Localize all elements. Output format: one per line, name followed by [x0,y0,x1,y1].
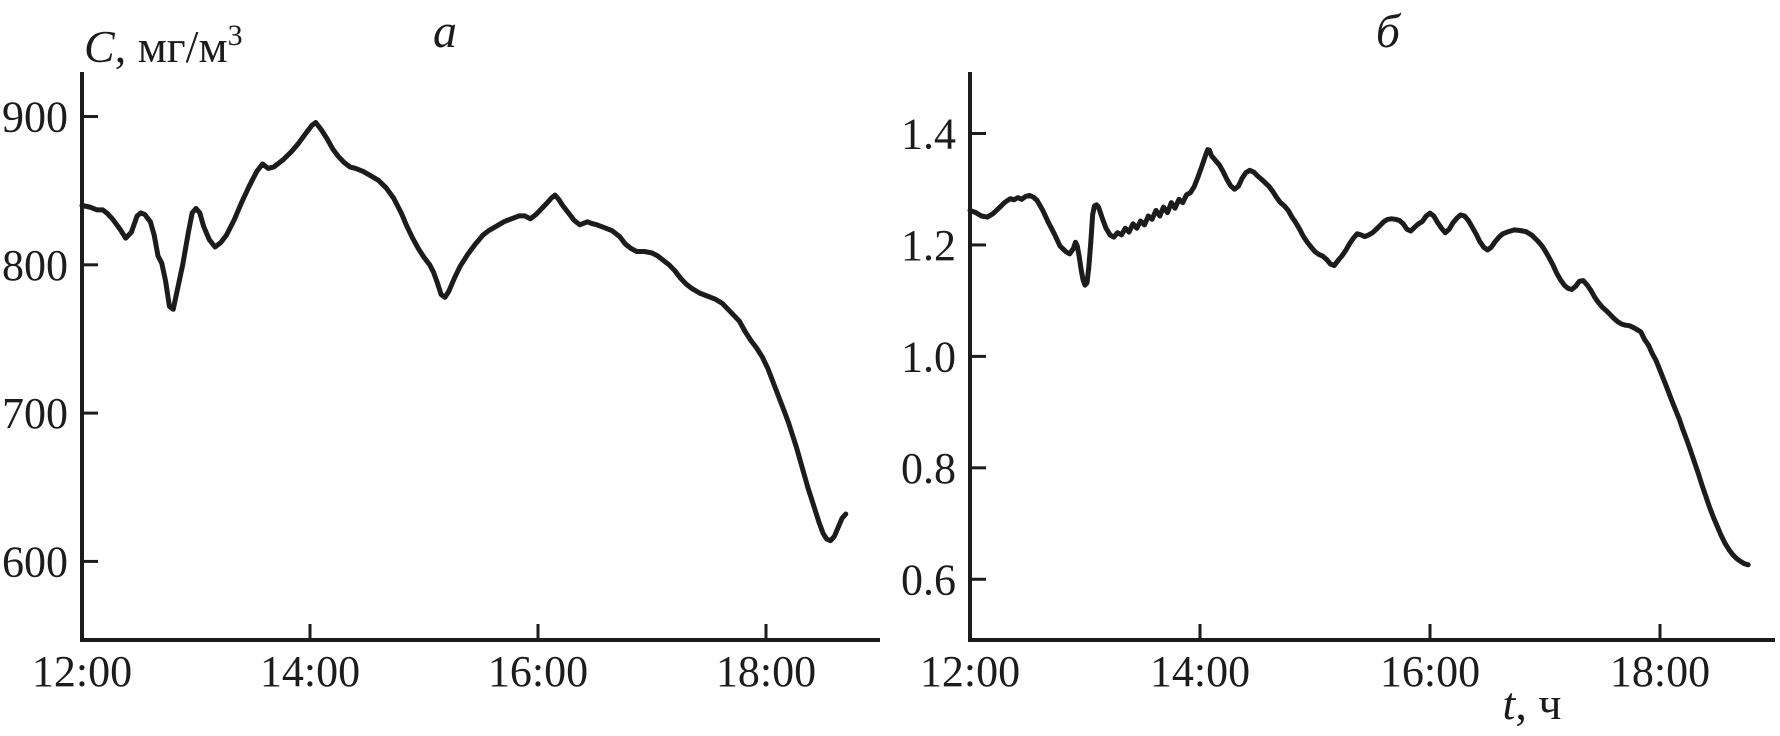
panel-b: 0.6 0.8 1.0 1.2 1.4 12:00 14:00 16:00 18:00 б t,… [901,5,1775,729]
series-line-b [967,147,1751,568]
panel-b-ticks [968,132,1662,640]
x-axis-label: t, ч [1503,678,1562,729]
x-tick-label: 12:00 [32,647,132,696]
y-tick-label: 900 [2,93,68,142]
y-tick-label: 0.8 [901,444,956,493]
x-tick-label: 18:00 [1610,647,1710,696]
series-line-a [79,120,849,544]
panel-a-ticks [80,115,768,640]
y-tick-label: 0.6 [901,555,956,604]
x-axis-label-symbol: t [1503,678,1517,729]
y-tick-label: 1.0 [901,332,956,381]
panel-a: 600 700 800 900 12:00 14:00 16:00 18:00 a C, мг… [2,5,880,696]
y-tick-label: 1.2 [901,221,956,270]
panel-b-tick-labels: 0.6 0.8 1.0 1.2 1.4 12:00 14:00 16:00 18:00 [901,110,1710,696]
panel-a-title: a [433,5,457,58]
panel-a-tick-labels: 600 700 800 900 12:00 14:00 16:00 18:00 [2,93,816,696]
x-tick-label: 12:00 [920,647,1020,696]
x-tick-label: 16:00 [1380,647,1480,696]
x-tick-label: 14:00 [1150,647,1250,696]
y-tick-label: 800 [2,241,68,290]
x-tick-label: 18:00 [716,647,816,696]
y-tick-label: 1.4 [901,110,956,159]
y-tick-label: 600 [2,537,68,586]
y-tick-label: 700 [2,389,68,438]
y-axis-label: C, мг/м3 [84,19,243,72]
y-axis-label-symbol: C [84,21,116,72]
x-tick-label: 14:00 [260,647,360,696]
x-axis-label-units: , ч [1515,678,1561,729]
y-axis-label-superscript: 3 [228,19,243,52]
panel-b-title: б [1376,5,1402,58]
y-axis-label-units: , мг/м [115,21,228,72]
x-tick-label: 16:00 [488,647,588,696]
